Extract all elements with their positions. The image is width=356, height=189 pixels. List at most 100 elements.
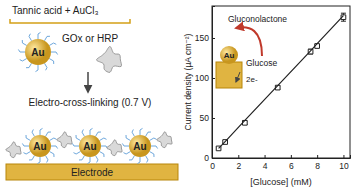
plot-frame <box>212 6 350 158</box>
tannic-acid <box>90 128 93 135</box>
tick: 150 <box>195 33 215 43</box>
product-label: Gluconolactone <box>228 14 287 24</box>
tannic-acid <box>82 129 85 136</box>
gold-core <box>79 135 101 157</box>
tannic-acid <box>45 36 50 40</box>
gold-core <box>25 39 51 65</box>
tick-label: 0 <box>204 153 209 163</box>
tannic-acid <box>18 49 25 52</box>
tick-mark <box>212 78 215 79</box>
graphic: Tannic acid + AuCl₃AuGOx or HRPElectro-c… <box>0 0 356 189</box>
inset-electrode <box>216 62 242 88</box>
tannic-acid <box>51 52 58 55</box>
tick-mark <box>343 155 344 158</box>
tannic-acid <box>29 34 32 41</box>
inset-particle <box>220 46 238 64</box>
tannic-acid <box>140 128 143 135</box>
tick: 4 <box>263 155 268 171</box>
tick-label: 8 <box>315 161 320 171</box>
electron-arrow <box>236 72 240 82</box>
tannic-acid <box>150 138 157 141</box>
axis-line <box>213 7 216 159</box>
tannic-acid <box>151 146 158 149</box>
tick: 100 <box>195 73 215 83</box>
tick-label: 0 <box>210 161 215 171</box>
tick-mark <box>212 38 215 39</box>
fit-line <box>219 16 344 149</box>
enzyme-label: GOx or HRP <box>62 33 118 44</box>
tannic-acid <box>100 138 107 141</box>
error-cap <box>341 13 346 14</box>
tannic-acid <box>76 135 80 140</box>
electrode <box>6 164 178 180</box>
au-particle: Au <box>22 128 57 163</box>
tannic-acid <box>49 43 56 46</box>
tick-label: 150 <box>195 33 209 43</box>
tick: 10 <box>339 155 349 171</box>
tannic-acid <box>73 152 80 155</box>
tannic-acid <box>146 156 149 163</box>
tannic-acid <box>122 143 129 146</box>
tannic-acid <box>123 152 130 155</box>
particle-label: Au <box>31 47 44 58</box>
reaction-arrow <box>236 27 262 56</box>
chart: 0246810050100150[Glucose] (mM)Current de… <box>183 6 351 187</box>
tannic-acid <box>22 143 29 146</box>
tannic-acid <box>137 157 140 164</box>
x-axis: 0 2 4 6 8 10 <box>210 155 350 171</box>
y-axis: 0 50 100 150 <box>195 7 215 164</box>
inset-particle-label: Au <box>224 51 235 60</box>
x-axis-title: [Glucose] (mM) <box>250 177 312 187</box>
particle-label: Au <box>33 141 46 152</box>
tannic-acid <box>50 138 57 141</box>
enzyme <box>6 142 21 158</box>
tannic-acid <box>79 156 84 160</box>
diagram: Tannic acid + AuCl₃AuGOx or HRPElectro-c… <box>6 5 178 180</box>
au-particle: Au <box>72 128 107 163</box>
tick-label: 6 <box>289 161 294 171</box>
tannic-acid <box>46 156 49 163</box>
tick-label: 4 <box>263 161 268 171</box>
tannic-acid <box>46 132 51 136</box>
electrode-label: Electrode <box>71 167 114 178</box>
gold-core <box>129 135 151 157</box>
bracket <box>10 19 130 23</box>
au-particle: Au <box>122 128 157 163</box>
tick-mark <box>238 155 239 158</box>
tick-mark <box>265 155 266 158</box>
tannic-acid <box>72 143 79 146</box>
tannic-acid <box>40 128 43 135</box>
tannic-acid <box>96 132 101 136</box>
tick: 0 <box>204 153 215 163</box>
tannic-acid <box>132 129 135 136</box>
tannic-acid <box>23 152 30 155</box>
y-axis-title: Current density (µA cm⁻²) <box>183 33 193 130</box>
tannic-acid <box>37 157 40 164</box>
electron-label: 2e- <box>246 75 258 84</box>
au-particle: Au <box>18 32 57 71</box>
tick: 2 <box>236 155 241 171</box>
tick-label: 10 <box>339 161 349 171</box>
tannic-acid <box>126 135 130 140</box>
tannic-acid <box>51 146 58 149</box>
tannic-acid <box>26 63 31 67</box>
tannic-acid <box>49 59 53 64</box>
enzyme <box>57 132 72 148</box>
tick-label: 100 <box>195 73 209 83</box>
tick-mark <box>291 155 292 158</box>
reagents: Tannic acid + AuCl₃ <box>12 5 99 16</box>
tannic-acid <box>129 156 134 160</box>
axis-line <box>213 155 351 159</box>
enzyme <box>107 140 122 156</box>
tick: 50 <box>200 113 215 123</box>
gold-core <box>29 135 51 157</box>
tannic-acid <box>100 152 104 157</box>
tannic-acid <box>29 156 34 160</box>
particle-label: Au <box>133 141 146 152</box>
inset: AuGluconolactoneGlucose2e- <box>216 14 287 88</box>
tick: 8 <box>315 155 320 171</box>
tannic-acid <box>32 129 35 136</box>
tick-mark <box>317 155 318 158</box>
tick-mark <box>212 158 215 159</box>
enzyme <box>157 132 172 148</box>
